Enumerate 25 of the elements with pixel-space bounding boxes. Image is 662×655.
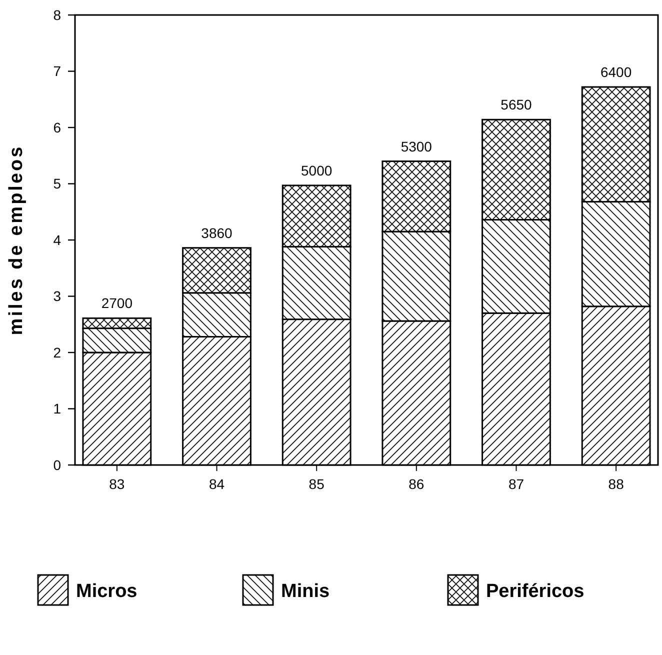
y-tick-label: 7 <box>53 63 62 80</box>
annotation: 5650 <box>500 96 532 113</box>
legend-label: Minis <box>281 581 330 602</box>
y-tick-label: 5 <box>53 176 62 192</box>
x-tick-label: 88 <box>608 476 624 492</box>
annotation: 2700 <box>101 295 133 312</box>
x-tick-label: 83 <box>109 476 125 492</box>
y-tick-label: 6 <box>53 119 62 136</box>
y-tick-label: 3 <box>53 288 62 304</box>
legend-label: Periféricos <box>486 581 584 602</box>
x-tick-label: 86 <box>408 476 424 492</box>
y-axis-title: miles de empleos <box>6 144 27 336</box>
annotation: 5000 <box>301 162 332 178</box>
annotation: 6400 <box>600 64 632 80</box>
y-tick-label: 8 <box>53 6 62 23</box>
y-tick-label: 1 <box>53 400 62 417</box>
x-tick-label: 87 <box>508 476 524 492</box>
y-tick-label: 4 <box>53 232 62 248</box>
y-tick-label: 2 <box>53 344 62 360</box>
annotation: 3860 <box>201 224 233 241</box>
y-tick-label: 0 <box>53 456 62 473</box>
legend-label: Micros <box>76 581 138 602</box>
x-tick-label: 84 <box>208 476 225 492</box>
x-tick-label: 85 <box>308 476 325 492</box>
annotation: 5300 <box>400 138 432 154</box>
